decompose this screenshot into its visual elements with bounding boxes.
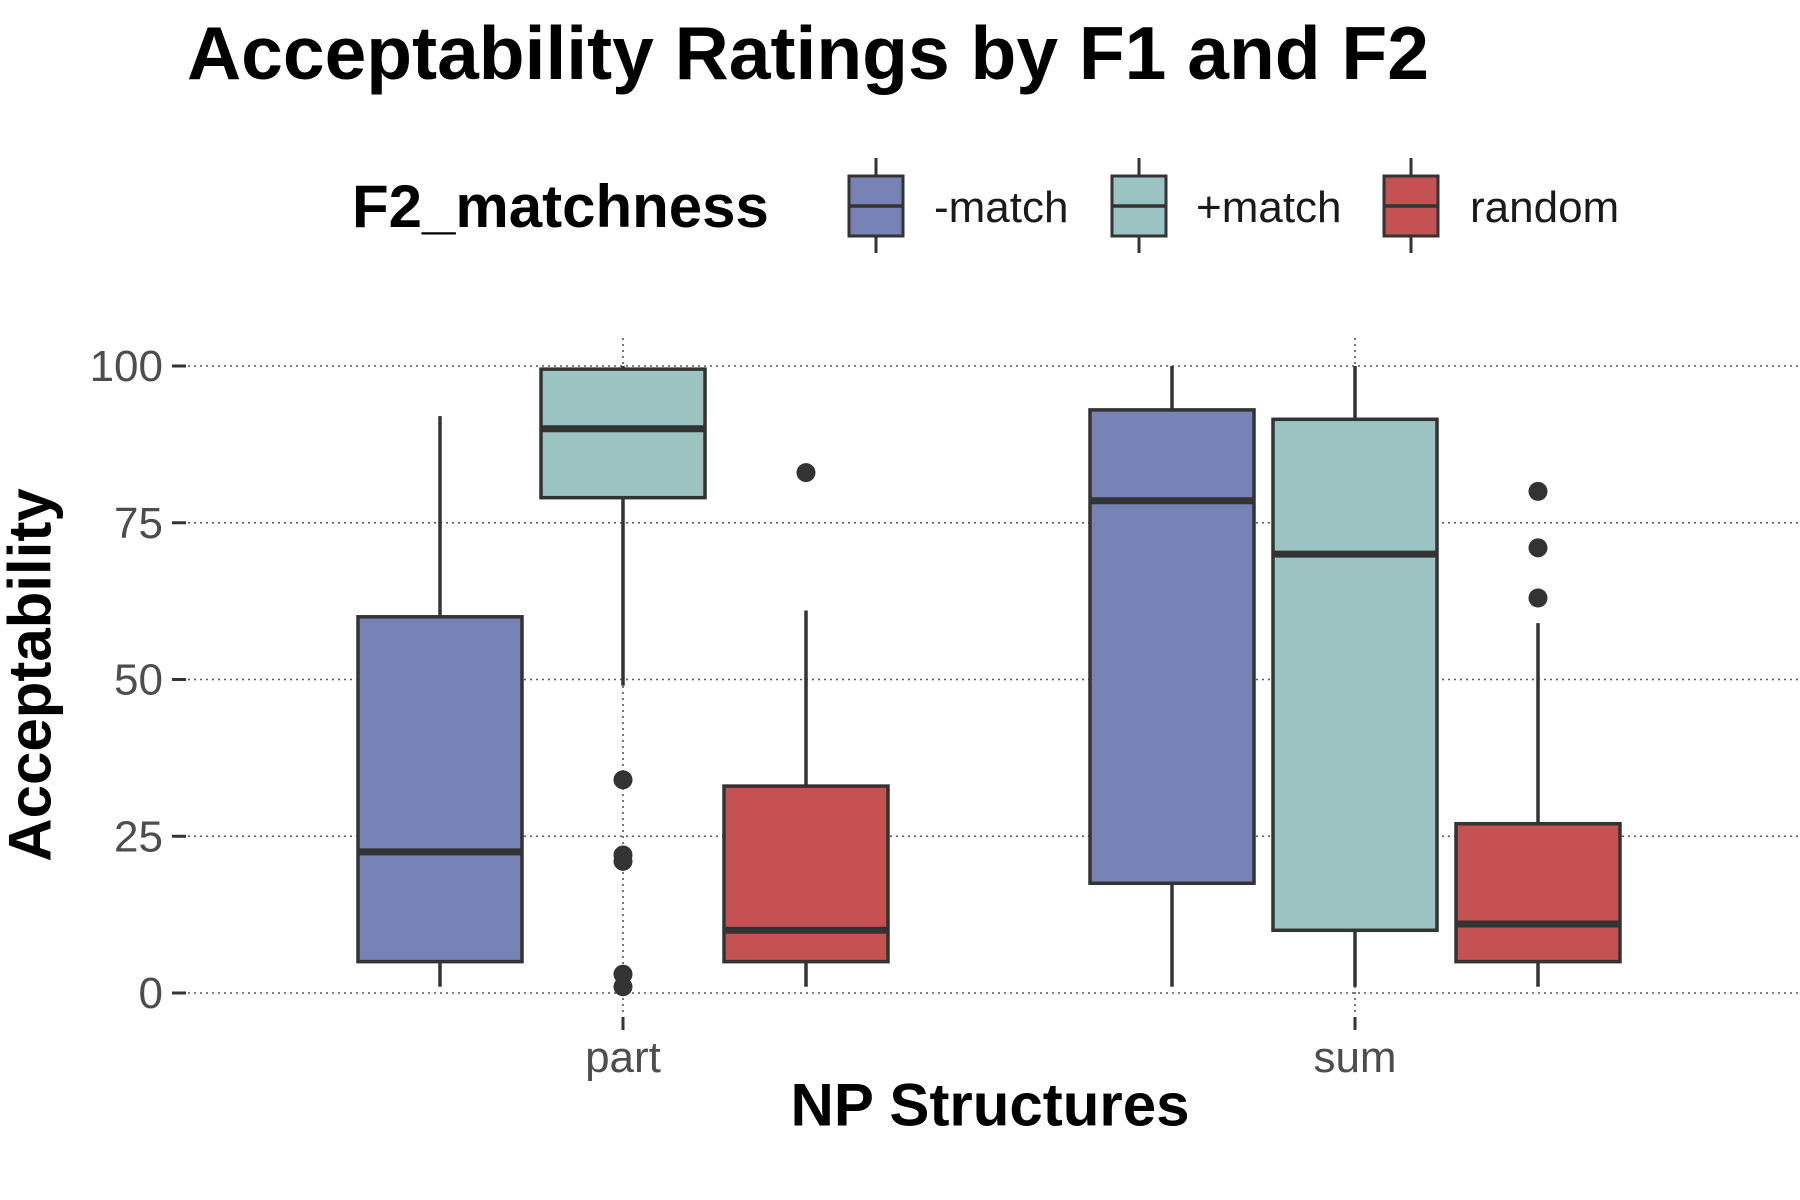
- box-iqr: [1088, 408, 1256, 886]
- box-iqr: [1271, 417, 1439, 933]
- legend-label-minus-match: -match: [934, 183, 1069, 232]
- legend-keys: [847, 158, 1440, 253]
- x-tick-label: sum: [1313, 1033, 1396, 1082]
- box-iqr: [1454, 821, 1622, 964]
- y-tick-label: 100: [90, 342, 163, 391]
- box-iqr: [356, 615, 524, 964]
- outlier-point: [613, 977, 633, 997]
- legend-key--match: [847, 158, 905, 253]
- outlier-point: [1528, 588, 1548, 608]
- box-+match-sum: [1271, 366, 1439, 987]
- chart-title: Acceptability Ratings by F1 and F2: [187, 11, 1429, 95]
- x-axis-label: NP Structures: [790, 1071, 1190, 1139]
- box-random-part: [722, 463, 890, 987]
- x-axis: part sum: [585, 1017, 1397, 1082]
- boxes: [356, 366, 1622, 997]
- outlier-point: [613, 851, 633, 871]
- box-iqr: [539, 367, 707, 500]
- legend-key-random: [1382, 158, 1440, 253]
- y-tick-label: 0: [139, 969, 163, 1018]
- outlier-point: [1528, 538, 1548, 558]
- box--match-part: [356, 416, 524, 987]
- y-tick-label: 75: [114, 499, 163, 548]
- box-random-sum: [1454, 481, 1622, 987]
- legend-label-random: random: [1470, 183, 1620, 232]
- outlier-point: [796, 463, 816, 483]
- y-axis: 0 25 50 75 100: [90, 342, 186, 1018]
- box--match-sum: [1088, 366, 1256, 987]
- box-+match-part: [539, 366, 707, 997]
- x-tick-label: part: [585, 1033, 661, 1082]
- legend-label-plus-match: +match: [1196, 183, 1342, 232]
- outlier-point: [1528, 481, 1548, 501]
- outlier-point: [613, 770, 633, 790]
- box-iqr: [722, 784, 890, 964]
- y-tick-label: 50: [114, 656, 163, 705]
- y-tick-label: 25: [114, 812, 163, 861]
- legend-title: F2_matchness: [352, 173, 769, 240]
- legend-key-+match: [1110, 158, 1168, 253]
